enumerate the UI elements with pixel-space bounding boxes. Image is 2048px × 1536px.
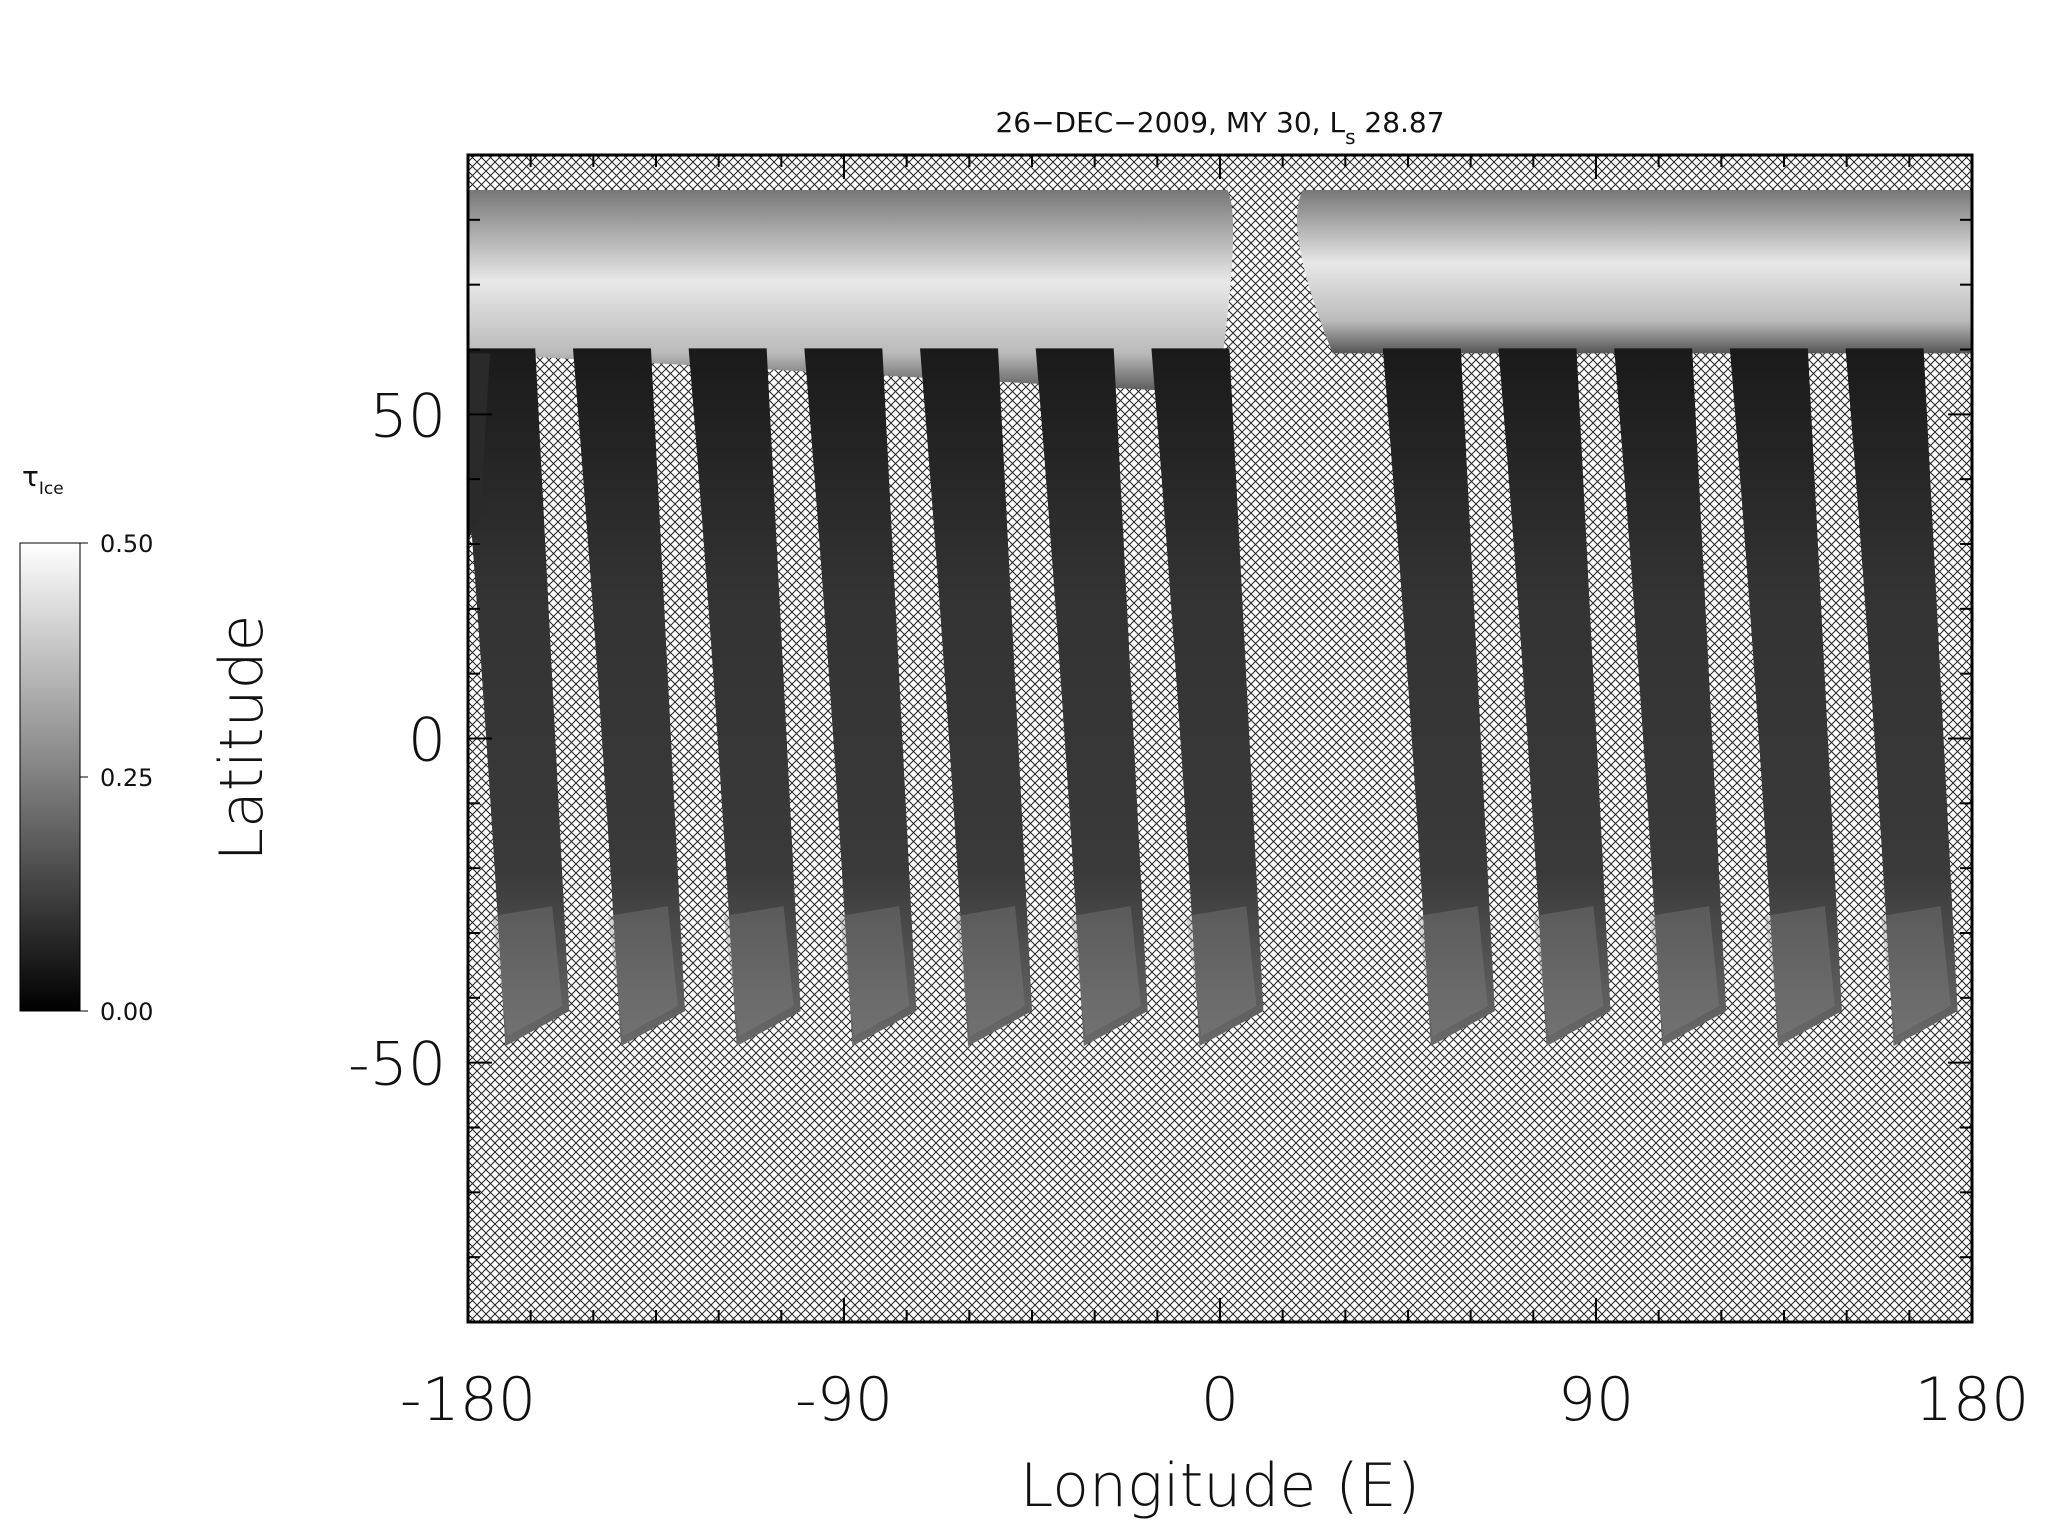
imagery-swath-highlight [723,906,794,1037]
imagery-swath-highlight [1186,906,1257,1037]
imagery-swath-highlight [1880,906,1951,1037]
imagery-swath-highlight [1417,906,1488,1037]
x-tick-label: -90 [795,1365,893,1435]
imagery-swath [1035,348,1148,1047]
imagery-swath [468,348,570,1047]
imagery-swath [1729,348,1842,1047]
imagery-swath [1151,348,1264,1047]
imagery-cap [468,190,1234,394]
y-tick-label: 50 [370,381,446,451]
colorbar-tick-label: 0.25 [100,764,153,792]
imagery-swath [1845,348,1958,1047]
x-tick-label: 0 [1201,1365,1239,1435]
colorbar [19,542,81,1012]
colorbar-tick-label: 0.00 [100,998,153,1026]
x-tick-label: 90 [1558,1365,1634,1435]
imagery-swath [572,348,685,1047]
imagery-swath-highlight [1649,906,1720,1037]
imagery-swath-highlight [492,906,563,1037]
imagery-cap [1297,190,1972,354]
chart-title: 26−DEC−2009, MY 30, Ls 28.87 [995,106,1444,149]
colorbar-tick-label: 0.50 [100,530,153,558]
imagery-swath [1614,348,1727,1047]
imagery-swath [468,353,490,541]
imagery-swath-highlight [1764,906,1835,1037]
imagery-swath [1498,348,1611,1047]
x-axis-label: Longitude (E) [1020,1451,1420,1521]
y-tick-label: -50 [348,1030,446,1100]
imagery-swath [688,348,801,1047]
imagery-swath-highlight [955,906,1026,1037]
colorbar-label: τIce [22,460,64,499]
imagery-swath-highlight [607,906,678,1037]
x-tick-label: 180 [1915,1365,2030,1435]
imagery-swath [804,348,917,1047]
imagery-swath-highlight [1533,906,1604,1037]
y-tick-label: 0 [408,706,446,776]
imagery-swath-highlight [1070,906,1141,1037]
axes: -180 -90 0 90 180 -50 0 50 0.00 0.25 0.50 [19,153,2030,1435]
imagery-swath [1382,348,1495,1047]
imagery-swath-highlight [839,906,910,1037]
y-axis-label: Latitude [207,615,277,862]
imagery-swath [920,348,1033,1047]
x-tick-label: -180 [400,1365,536,1435]
map-area [468,155,1972,1322]
